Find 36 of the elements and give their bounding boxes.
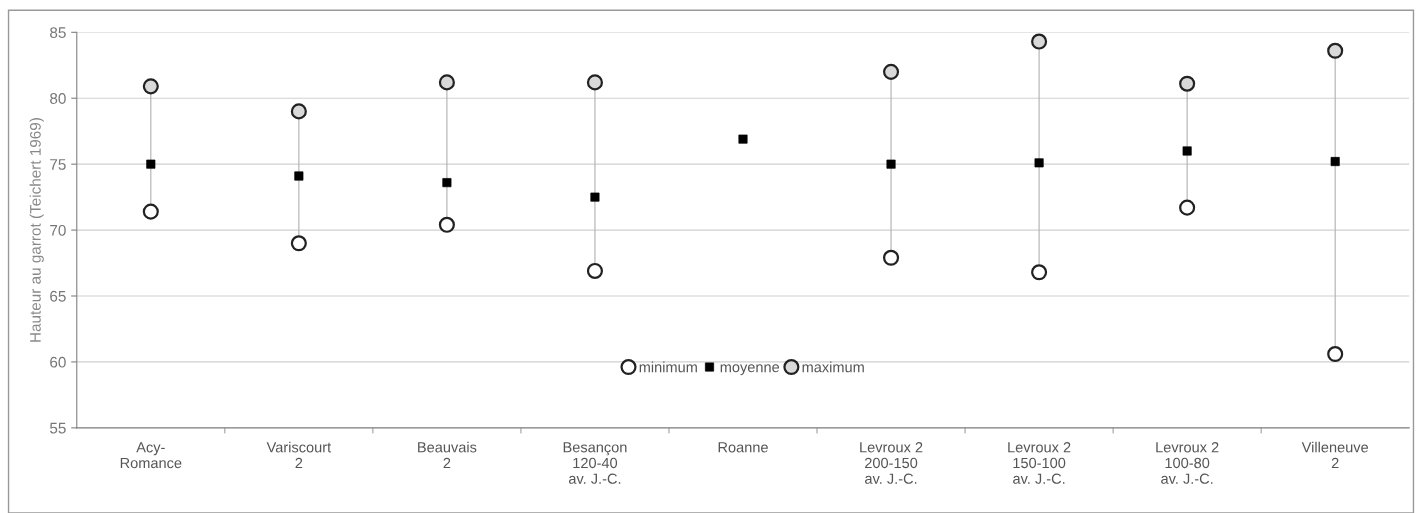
y-tick-label: 70 <box>50 224 66 236</box>
point <box>882 249 900 266</box>
legend-label: maximum <box>802 361 864 373</box>
point <box>290 235 307 252</box>
point <box>142 203 159 220</box>
y-tick-label: 85 <box>50 27 66 39</box>
point <box>586 74 603 91</box>
point <box>438 216 455 233</box>
x-tick-label: Acy- Romance <box>120 442 182 469</box>
x-tick-label: Besançon 120-40 av. J.-C. <box>563 442 627 484</box>
x-tick-label: Villeneuve 2 <box>1301 441 1369 469</box>
point <box>1179 199 1196 216</box>
point <box>1327 42 1344 59</box>
point <box>142 78 159 95</box>
y-tick-label: 60 <box>50 356 66 368</box>
point <box>1327 345 1344 363</box>
legend-label: minimum <box>639 361 697 373</box>
point <box>882 63 900 80</box>
point <box>290 103 307 120</box>
point <box>1031 33 1048 50</box>
x-tick-label: Levroux 2 150-100 av. J.-C. <box>1008 442 1071 484</box>
y-tick-label: 65 <box>50 290 66 302</box>
x-tick-label: Levroux 2 200-150 av. J.-C. <box>860 442 923 484</box>
point <box>1179 75 1196 92</box>
point <box>1031 264 1048 281</box>
x-tick-label: Variscourt 2 <box>266 441 332 469</box>
x-tick-label: Roanne <box>718 442 768 453</box>
point <box>586 262 603 280</box>
x-tick-label: Beauvais 2 <box>418 441 477 469</box>
x-tick-label: Levroux 2 100-80 av. J.-C. <box>1156 442 1219 484</box>
y-tick-label: 75 <box>50 159 66 170</box>
point <box>438 74 455 91</box>
y-tick-label: 55 <box>49 422 66 434</box>
y-axis-title: Hauteur au garrot (Teichert 1969) <box>29 118 44 342</box>
y-tick-label: 80 <box>50 93 66 104</box>
legend-label: moyenne <box>720 364 780 376</box>
